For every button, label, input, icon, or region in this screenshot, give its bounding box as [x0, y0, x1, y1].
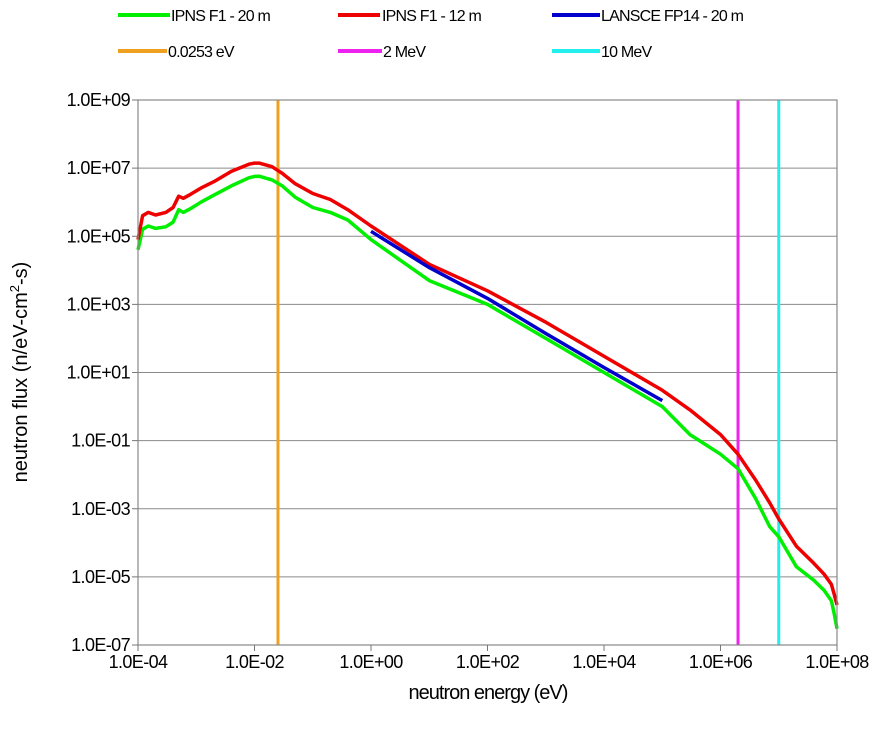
- legend-label-2mev: 2 MeV: [383, 44, 426, 61]
- x-tick-label: 1.0E-04: [109, 652, 168, 672]
- y-tick-label: 1.0E-07: [71, 635, 130, 655]
- x-axis-title: neutron energy (eV): [409, 682, 568, 704]
- y-tick-label: 1.0E-03: [71, 499, 130, 519]
- y-tick-label: 1.0E-01: [71, 431, 130, 451]
- y-axis-title-superscript: 2: [7, 285, 22, 292]
- x-tick-label: 1.0E+00: [339, 652, 403, 672]
- legend-label-lansce: LANSCE FP14 - 20 m: [601, 8, 744, 25]
- legend-label-10mev: 10 MeV: [601, 44, 652, 61]
- y-tick-label: 1.0E+03: [67, 294, 131, 314]
- legend-entry-ipns-20m: IPNS F1 - 20 m: [118, 8, 271, 25]
- y-tick-label: 1.0E+07: [67, 158, 131, 178]
- x-tick-label: 1.0E+04: [572, 652, 636, 672]
- legend-entry-2mev: 2 MeV: [338, 44, 427, 61]
- y-tick-label: 1.0E+09: [67, 90, 131, 110]
- y-axis-title-main: neutron flux (n/eV-cm: [10, 292, 32, 482]
- legend-entry-lansce: LANSCE FP14 - 20 m: [552, 8, 744, 25]
- x-tick-label: 1.0E+06: [689, 652, 753, 672]
- legend: IPNS F1 - 20 m IPNS F1 - 12 m LANSCE FP1…: [118, 8, 744, 61]
- x-tick-label: 1.0E-02: [225, 652, 284, 672]
- series-lines: [136, 100, 839, 645]
- y-tick-label: 1.0E+05: [67, 226, 131, 246]
- tick-marks: [132, 99, 838, 651]
- legend-entry-thermal: 0.0253 eV: [118, 44, 236, 61]
- legend-entry-10mev: 10 MeV: [552, 44, 653, 61]
- y-axis-title: neutron flux (n/eV-cm2-s): [7, 262, 32, 483]
- series-line-ipns-f1-12-m: [136, 161, 839, 606]
- series-line-lansce-fp14-20-m: [370, 229, 664, 403]
- gridlines: [138, 99, 837, 646]
- y-axis-title-tail: -s): [10, 262, 32, 285]
- y-tick-label: 1.0E-05: [71, 567, 130, 587]
- x-tick-label: 1.0E+02: [456, 652, 520, 672]
- legend-label-thermal: 0.0253 eV: [168, 44, 235, 61]
- series-line-ipns-f1-20-m: [136, 174, 839, 630]
- x-tick-label: 1.0E+08: [805, 652, 869, 672]
- y-tick-labels: 1.0E+09 1.0E+07 1.0E+05 1.0E+03 1.0E+01 1.0E-…: [67, 90, 132, 655]
- legend-label-ipns-12m: IPNS F1 - 12 m: [382, 8, 482, 25]
- legend-label-ipns-20m: IPNS F1 - 20 m: [171, 8, 271, 25]
- y-tick-label: 1.0E+01: [67, 363, 131, 383]
- legend-entry-ipns-12m: IPNS F1 - 12 m: [338, 8, 482, 25]
- x-tick-labels: 1.0E-04 1.0E-02 1.0E+00 1.0E+02 1.0E+04 1.0E+…: [109, 652, 870, 672]
